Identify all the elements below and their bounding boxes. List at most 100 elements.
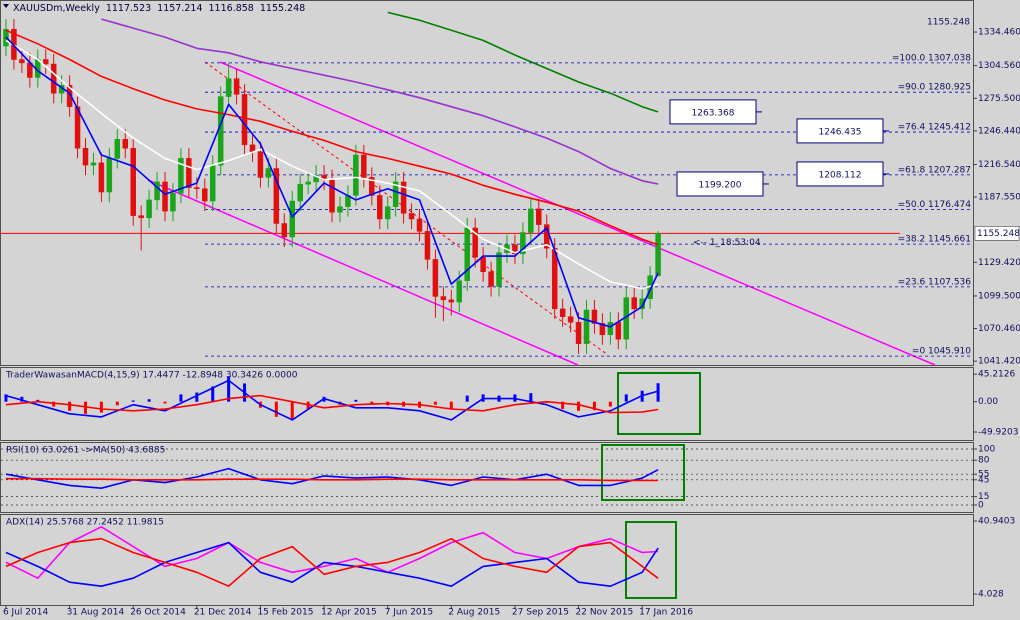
y-tick-label: 1216.540 [978, 160, 1020, 170]
y-tick-label: 1070.460 [978, 324, 1020, 334]
histogram-bar [147, 399, 151, 402]
x-tick-label: 17 Jan 2016 [639, 608, 693, 618]
indicator-line [5, 526, 659, 579]
candle-body [607, 322, 614, 335]
candle-body [376, 195, 383, 220]
indicator-line [101, 18, 659, 185]
header-icon [3, 4, 9, 8]
y-tick-label: 0.00 [978, 397, 998, 407]
candle-body [217, 96, 224, 166]
candle-body [384, 206, 391, 220]
candle-body [424, 231, 431, 260]
candle-body [536, 208, 542, 225]
candle-body [369, 177, 375, 196]
histogram-bar [592, 401, 596, 411]
macd-frame [0, 367, 974, 441]
histogram-bar [131, 400, 135, 402]
candle-body [106, 158, 113, 193]
y-tick-label: 55 [978, 470, 989, 480]
histogram-bar [36, 399, 40, 402]
y-tick-label: 1275.500 [978, 94, 1020, 104]
candle-body [559, 308, 566, 317]
candle-body [146, 199, 152, 219]
fibo-label: =61.8 1207.287 [898, 165, 971, 175]
y-tick-label: 1187.550 [978, 193, 1020, 203]
candle-body [194, 187, 200, 189]
histogram-bar [433, 401, 437, 405]
y-tick-label: 1041.420 [978, 357, 1020, 367]
y-tick-label: 1246.440 [978, 126, 1020, 136]
bar-countdown: <-- 1_18:53:04 [693, 238, 761, 248]
histogram-bar [83, 401, 87, 414]
candle-body [202, 188, 208, 202]
chart-header: XAUUSDm,Weekly 1117.523 1157.214 1116.858 11… [13, 3, 305, 14]
candle-body [130, 147, 136, 216]
candle-body [448, 299, 455, 303]
indicator-line [5, 29, 659, 246]
y-tick-label: 4.028 [978, 590, 1004, 600]
y-tick-label: 1334.460 [978, 28, 1020, 38]
candle-body [361, 154, 367, 178]
candle-body [82, 147, 89, 166]
price-box-label: 1208.112 [819, 170, 862, 180]
candle-body [432, 259, 439, 297]
fibo-label: =50.0 1176.474 [898, 200, 972, 210]
histogram-bar [20, 396, 24, 402]
main-frame [0, 0, 974, 366]
histogram-bar [577, 401, 581, 411]
indicator-title: RSI(10) 63.0261 ->MA(50) 43.6885 [6, 446, 165, 456]
x-tick-label: 26 Oct 2014 [130, 608, 186, 618]
candle-body [567, 316, 574, 323]
candle-body [416, 218, 423, 232]
channel-upper [219, 61, 936, 366]
histogram-bar [624, 394, 628, 402]
current-price-label: 1155.248 [977, 229, 1020, 239]
histogram-bar [227, 376, 231, 402]
candle-body [74, 106, 81, 149]
candle-body [297, 183, 303, 202]
candle-body [464, 227, 470, 282]
candle-body [66, 85, 73, 107]
histogram-bar [608, 401, 612, 407]
candle-body [42, 59, 49, 65]
indicator-line [5, 379, 659, 421]
indicator-line [6, 477, 659, 482]
current-price-box [974, 226, 1020, 241]
candle-body [520, 232, 526, 255]
fibo-diagonal [204, 61, 609, 356]
x-tick-label: 15 Feb 2015 [257, 608, 313, 618]
candle-body [154, 181, 160, 201]
candle-body [337, 206, 343, 213]
indicator-line [387, 11, 659, 113]
indicator-line [5, 36, 659, 328]
indicator-title: TraderWawasanMACD(4,15,9) 17.4477 -12.89… [5, 371, 298, 381]
histogram-bar [68, 401, 72, 411]
histogram-bar [529, 393, 533, 402]
candle-body [209, 164, 216, 202]
histogram-bar [179, 394, 183, 402]
candle-body [90, 162, 97, 166]
histogram-bar [163, 401, 167, 404]
highlight-boxes [601, 372, 701, 599]
candle-body [289, 200, 296, 238]
candle-body [329, 179, 335, 213]
panel-frames [0, 0, 974, 606]
indicator-title: ADX(14) 25.5768 27.2452 11.9815 [6, 518, 164, 528]
x-tick-label: 12 Apr 2015 [321, 608, 377, 618]
candle-body [528, 208, 534, 233]
channel-lower [147, 179, 579, 366]
fibo-label: =90.0 1280.925 [898, 83, 971, 93]
x-tick-label: 22 Nov 2015 [576, 608, 634, 618]
price-box-label: 1263.368 [692, 108, 735, 118]
header-low: 1116.858 [209, 3, 254, 14]
candle-body [241, 94, 248, 146]
candle-body [305, 181, 311, 185]
candle-body [257, 151, 264, 178]
histogram-bar [465, 395, 469, 402]
candle-body [162, 181, 168, 212]
rsi-frame [0, 442, 974, 513]
adx-highlight [625, 521, 677, 599]
histogram-bar [656, 383, 660, 402]
x-tick-label: 27 Sep 2015 [512, 608, 569, 618]
